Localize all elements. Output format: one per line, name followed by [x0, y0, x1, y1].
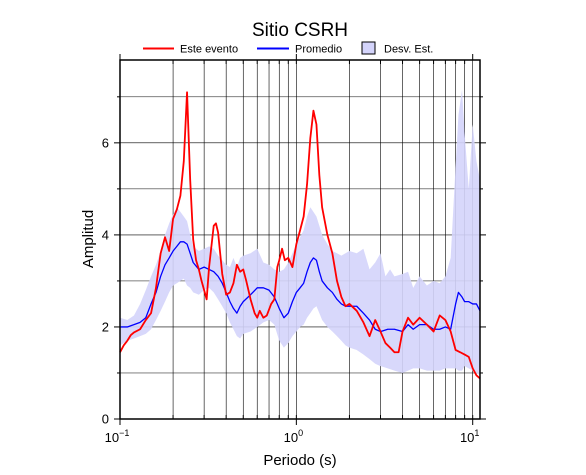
x-tick-label: 100 [284, 428, 303, 445]
y-tick-label: 2 [102, 319, 109, 334]
legend-label-desv-est: Desv. Est. [384, 44, 433, 56]
chart-title: Sitio CSRH [252, 20, 348, 41]
std-deviation-band [120, 89, 480, 376]
legend-label-este-evento: Este evento [180, 44, 238, 56]
ticks: 0 2 4 6 10−1 100 101 [102, 54, 486, 445]
x-tick-label: 101 [460, 428, 479, 445]
promedio-line [120, 241, 481, 333]
std-band-layer [120, 89, 480, 376]
x-tick-label: 10−1 [105, 428, 130, 445]
y-tick-label: 4 [102, 227, 109, 242]
legend-label-promedio: Promedio [295, 44, 342, 56]
y-tick-label: 6 [102, 135, 109, 150]
y-tick-label: 0 [102, 412, 109, 427]
series-layer [119, 91, 481, 380]
plot-frame [119, 59, 481, 420]
este-evento-line [119, 91, 481, 380]
y-axis-title: Amplitud [80, 210, 97, 268]
x-axis-title: Periodo (s) [263, 452, 336, 469]
legend-swatch-desv-est [361, 41, 376, 55]
legend: Este evento Promedio Desv. Est. [143, 41, 433, 56]
